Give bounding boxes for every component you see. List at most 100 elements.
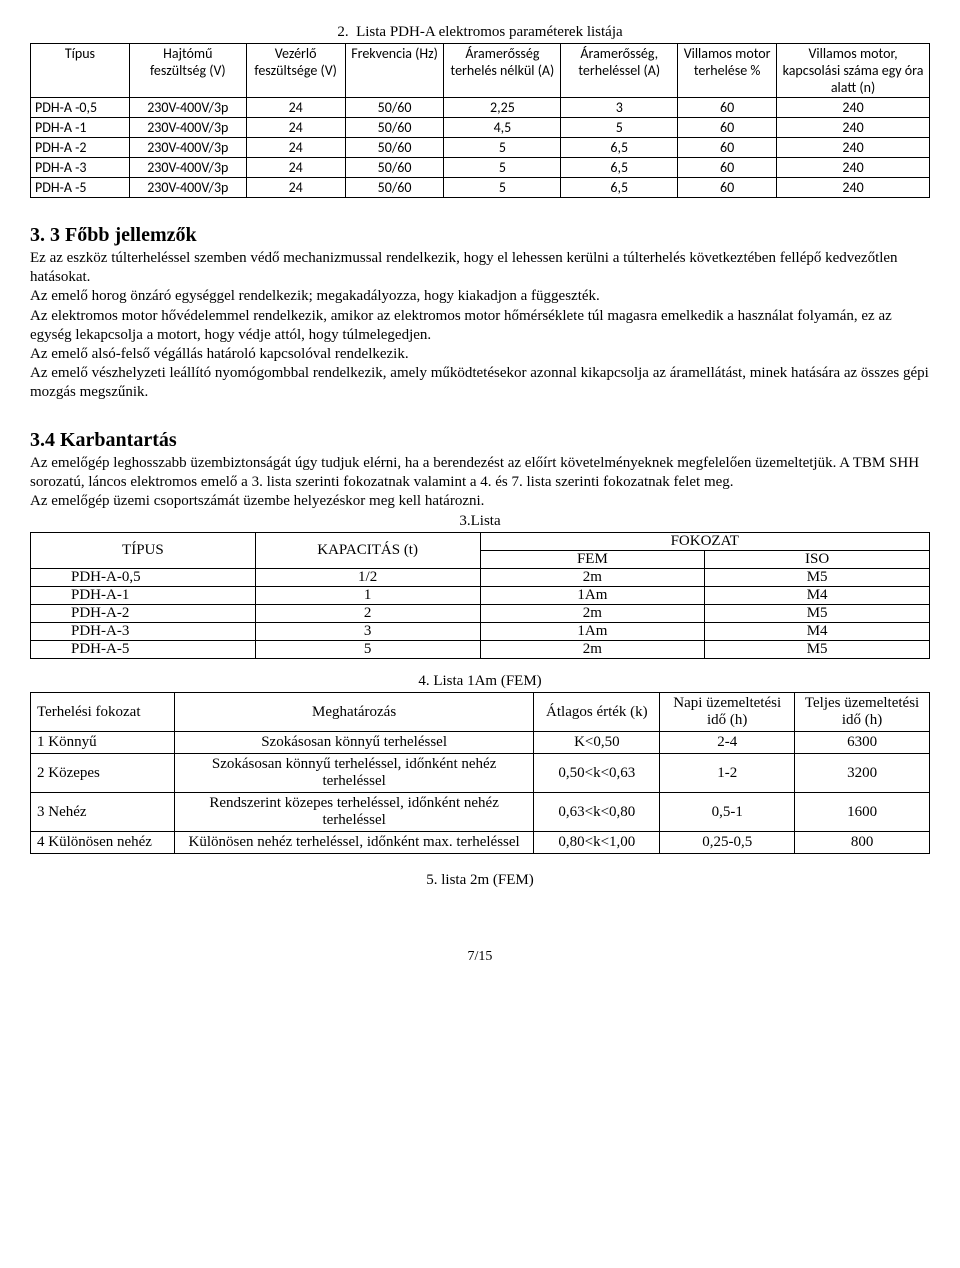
t1-cell: PDH-A -2	[31, 138, 130, 158]
t1-cell: 50/60	[345, 178, 444, 198]
t1-cell: 230V-400V/3p	[129, 118, 246, 138]
t1-cell: 24	[246, 138, 345, 158]
t4-cell: 2 Közepes	[31, 754, 175, 793]
t1-cell: 240	[777, 118, 930, 138]
t1-cell: 50/60	[345, 98, 444, 118]
t3-cell: M4	[705, 587, 930, 605]
t4-cell: 1-2	[660, 754, 795, 793]
t3-h-cap: KAPACITÁS (t)	[255, 533, 480, 569]
t1-cell: 6,5	[561, 178, 678, 198]
t1-cell: 6,5	[561, 138, 678, 158]
t1-cell: 60	[678, 138, 777, 158]
t1-cell: 60	[678, 178, 777, 198]
t4-cell: 0,5-1	[660, 793, 795, 832]
t4-cell: 800	[795, 832, 930, 854]
t3-cell: PDH-A-1	[31, 587, 256, 605]
t3-cell: M4	[705, 623, 930, 641]
t1-cell: 230V-400V/3p	[129, 138, 246, 158]
t4-header: Napi üzemeltetési idő (h)	[660, 693, 795, 732]
t3-cell: M5	[705, 605, 930, 623]
t4-cell: Szokásosan könnyű terheléssel, időnként …	[174, 754, 534, 793]
t1-cell: PDH-A -5	[31, 178, 130, 198]
t4-cell: Rendszerint közepes terheléssel, időnkén…	[174, 793, 534, 832]
t1-cell: 5	[444, 138, 561, 158]
t3-cell: 2	[255, 605, 480, 623]
t4-header: Meghatározás	[174, 693, 534, 732]
t1-cell: 5	[444, 158, 561, 178]
t1-cell: 24	[246, 118, 345, 138]
t1-cell: 4,5	[444, 118, 561, 138]
t3-cell: PDH-A-0,5	[31, 569, 256, 587]
section-3-4-body-b: Az emelőgép üzemi csoportszámát üzembe h…	[30, 492, 930, 511]
t1-cell: 50/60	[345, 118, 444, 138]
t3-cell: M5	[705, 641, 930, 659]
t3-h-fem: FEM	[480, 551, 705, 569]
t1-cell: 24	[246, 178, 345, 198]
t1-cell: 60	[678, 118, 777, 138]
t3-cell: 2m	[480, 605, 705, 623]
t4-cell: K<0,50	[534, 732, 660, 754]
t1-header: Hajtómű feszültség (V)	[129, 44, 246, 98]
t3-cell: 2m	[480, 641, 705, 659]
t1-cell: 60	[678, 158, 777, 178]
t1-cell: 240	[777, 178, 930, 198]
section-3-4-title: 3.4 Karbantartás	[30, 429, 930, 452]
t1-cell: 5	[561, 118, 678, 138]
t3-h-type: TÍPUS	[31, 533, 256, 569]
t1-cell: 50/60	[345, 158, 444, 178]
t4-cell: 3200	[795, 754, 930, 793]
t3-cell: PDH-A-2	[31, 605, 256, 623]
section-3-4-body-a: Az emelőgép leghosszabb üzembiztonságát …	[30, 454, 930, 492]
t1-cell: 6,5	[561, 158, 678, 178]
t1-cell: 24	[246, 158, 345, 178]
t3-cell: M5	[705, 569, 930, 587]
t4-cell: 6300	[795, 732, 930, 754]
section-3-3-body: Ez az eszköz túlterheléssel szemben védő…	[30, 249, 930, 403]
t3-cell: 3	[255, 623, 480, 641]
table5-caption: 5. lista 2m (FEM)	[30, 872, 930, 889]
t3-h-fok: FOKOZAT	[480, 533, 930, 551]
t4-cell: Szokásosan könnyű terheléssel	[174, 732, 534, 754]
table3-caption: 3.Lista	[30, 513, 930, 530]
t4-cell: 3 Nehéz	[31, 793, 175, 832]
section-3-3-title: 3. 3 Főbb jellemzők	[30, 224, 930, 247]
t1-cell: 50/60	[345, 138, 444, 158]
t3-cell: 1Am	[480, 623, 705, 641]
t1-cell: 240	[777, 98, 930, 118]
capacity-table: TÍPUS KAPACITÁS (t) FOKOZAT FEM ISO PDH-…	[30, 532, 930, 659]
t1-header: Vezérlő feszültsége (V)	[246, 44, 345, 98]
t1-cell: 2,25	[444, 98, 561, 118]
t3-cell: 1/2	[255, 569, 480, 587]
t3-cell: 5	[255, 641, 480, 659]
t1-cell: 240	[777, 138, 930, 158]
t3-h-iso: ISO	[705, 551, 930, 569]
t4-header: Átlagos érték (k)	[534, 693, 660, 732]
page-number: 7/15	[30, 949, 930, 965]
t1-cell: 230V-400V/3p	[129, 98, 246, 118]
t4-cell: 0,25-0,5	[660, 832, 795, 854]
t1-cell: 60	[678, 98, 777, 118]
t1-cell: 3	[561, 98, 678, 118]
t4-cell: 1600	[795, 793, 930, 832]
t4-cell: 0,63<k<0,80	[534, 793, 660, 832]
t1-cell: 230V-400V/3p	[129, 158, 246, 178]
t1-cell: 5	[444, 178, 561, 198]
t1-cell: PDH-A -1	[31, 118, 130, 138]
table1-title: 2. Lista PDH-A elektromos paraméterek li…	[30, 24, 930, 41]
t1-header: Villamos motor terhelése %	[678, 44, 777, 98]
t3-cell: 1Am	[480, 587, 705, 605]
t3-cell: 1	[255, 587, 480, 605]
t3-cell: PDH-A-3	[31, 623, 256, 641]
t1-header: Áramerősség, terheléssel (A)	[561, 44, 678, 98]
t3-cell: PDH-A-5	[31, 641, 256, 659]
t1-cell: 24	[246, 98, 345, 118]
t1-cell: PDH-A -3	[31, 158, 130, 178]
t4-header: Teljes üzemeltetési idő (h)	[795, 693, 930, 732]
t4-cell: 1 Könnyű	[31, 732, 175, 754]
t4-cell: Különösen nehéz terheléssel, időnként ma…	[174, 832, 534, 854]
params-table: TípusHajtómű feszültség (V)Vezérlő feszü…	[30, 43, 930, 198]
t4-cell: 0,80<k<1,00	[534, 832, 660, 854]
table4-caption: 4. Lista 1Am (FEM)	[30, 673, 930, 690]
t4-cell: 2-4	[660, 732, 795, 754]
t1-header: Frekvencia (Hz)	[345, 44, 444, 98]
